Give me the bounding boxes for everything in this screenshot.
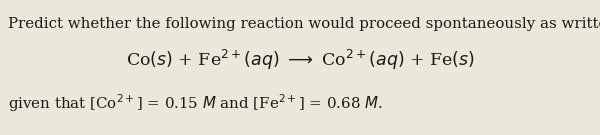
Text: Predict whether the following reaction would proceed spontaneously as written at: Predict whether the following reaction w… [8, 17, 600, 31]
Text: Co$(s)$ + Fe$^{2+}$$(aq)$ $\longrightarrow$ Co$^{2+}$$(aq)$ + Fe$(s)$: Co$(s)$ + Fe$^{2+}$$(aq)$ $\longrightarr… [125, 48, 475, 72]
Text: given that [Co$^{2+}$] = 0.15 $M$ and [Fe$^{2+}$] = 0.68 $M$.: given that [Co$^{2+}$] = 0.15 $M$ and [F… [8, 92, 383, 114]
